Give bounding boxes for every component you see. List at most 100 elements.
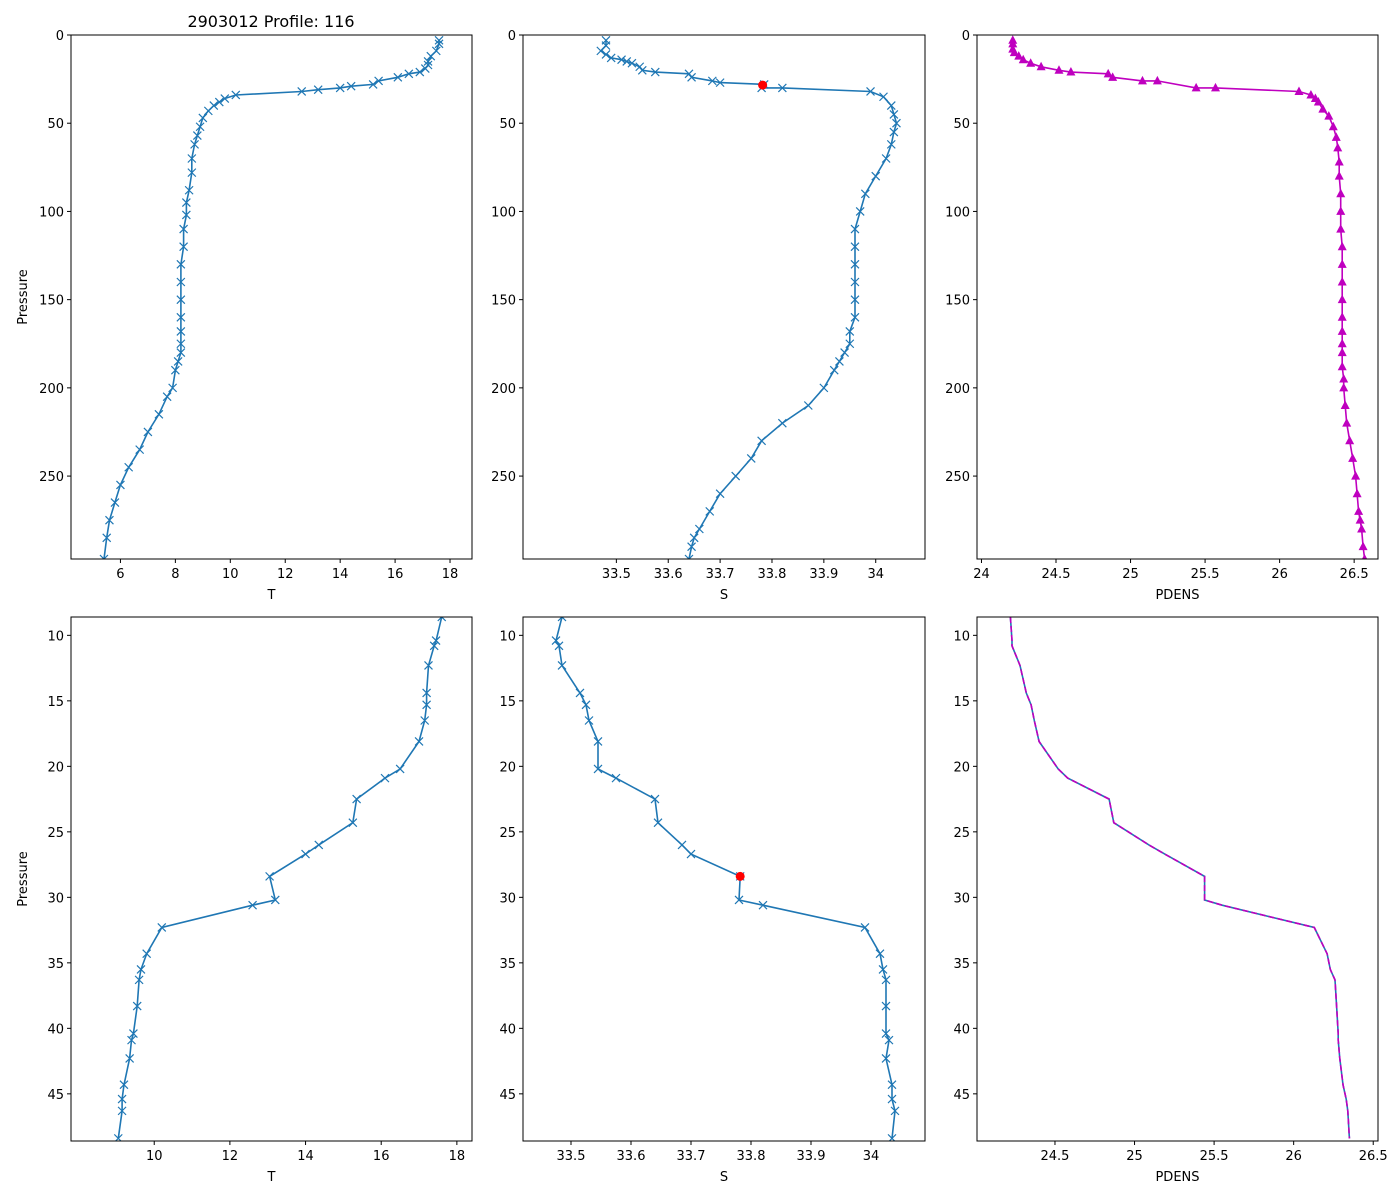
x-tick-label: 26 — [1271, 567, 1288, 582]
y-tick-label: 40 — [47, 1022, 64, 1037]
data-point — [1355, 515, 1365, 524]
x-tick-label: 14 — [297, 1149, 314, 1164]
data-point — [125, 1054, 135, 1063]
x-axis-label: S — [720, 1170, 728, 1185]
axes-frame — [976, 34, 1379, 560]
data-point — [1066, 67, 1076, 76]
x-axis-label: PDENS — [1155, 588, 1199, 603]
data-point — [1345, 435, 1355, 445]
data-point — [1336, 206, 1346, 215]
axes-frame — [522, 34, 926, 560]
series — [596, 35, 901, 559]
data-point — [124, 462, 134, 472]
data-point — [1331, 132, 1341, 141]
data-point — [1108, 72, 1118, 81]
data-point — [176, 312, 186, 322]
data-point — [102, 533, 112, 543]
data-point — [374, 76, 384, 86]
data-point — [143, 427, 153, 437]
profile-line-dashed — [1009, 617, 1351, 1139]
panel-top-left: 6 8 10 12 14 16 18 0 50 100 150 200 250 T Pressure — [16, 29, 473, 603]
y-tick-label: 15 — [47, 695, 64, 710]
data-point — [1324, 111, 1334, 120]
data-point — [892, 118, 901, 128]
y-tick-label: 35 — [953, 957, 970, 972]
data-point — [1337, 326, 1347, 335]
profile-line — [1009, 617, 1351, 1139]
x-tick-label: 25 — [1122, 567, 1139, 582]
data-point — [1009, 47, 1019, 57]
y-tick-label: 250 — [945, 470, 970, 485]
data-point — [1351, 471, 1361, 480]
data-point — [113, 1133, 123, 1141]
data-point — [687, 542, 697, 552]
data-point — [694, 524, 704, 534]
data-point — [1137, 75, 1147, 85]
data-point — [1352, 488, 1362, 498]
data-point — [380, 773, 390, 783]
data-point — [420, 716, 430, 725]
data-point — [677, 840, 687, 850]
data-point — [176, 277, 186, 287]
x-tick-label: 34 — [863, 1149, 880, 1164]
y-tick-label: 15 — [953, 695, 970, 710]
data-point — [198, 113, 208, 123]
x-tick-label: 24.5 — [1040, 1149, 1069, 1164]
data-point — [746, 454, 756, 463]
data-point — [352, 794, 362, 804]
data-point — [187, 168, 197, 178]
data-point — [434, 39, 444, 49]
x-axis-label: S — [720, 588, 728, 603]
data-point — [557, 661, 567, 670]
data-point — [686, 849, 696, 859]
data-point — [1054, 65, 1064, 74]
x-tick-label: 34 — [867, 567, 884, 582]
series — [1008, 35, 1368, 559]
panel-top-right: 24 24.5 25 25.5 26 26.5 0 50 100 150 200 250 PDENS — [945, 29, 1379, 603]
data-point — [142, 949, 152, 959]
data-point — [136, 964, 146, 974]
profile-line — [1011, 40, 1366, 559]
data-point — [650, 794, 660, 804]
data-point — [395, 764, 405, 774]
data-point — [850, 224, 860, 234]
data-point — [886, 101, 896, 110]
data-point — [829, 365, 839, 375]
data-point — [860, 923, 870, 932]
data-point — [1361, 554, 1368, 559]
x-axis-label: T — [267, 588, 276, 603]
data-point — [881, 975, 891, 985]
data-point — [715, 489, 725, 499]
y-tick-label: 35 — [47, 957, 64, 972]
y-tick-label: 10 — [499, 629, 516, 644]
data-point — [622, 57, 632, 66]
data-point — [116, 480, 125, 490]
data-point — [1026, 58, 1036, 67]
data-point — [1036, 61, 1046, 71]
data-point — [887, 1133, 897, 1141]
data-point — [132, 1001, 142, 1011]
data-point — [611, 773, 621, 783]
data-point — [866, 87, 875, 96]
x-tick-label: 18 — [442, 567, 459, 582]
y-tick-label: 25 — [47, 826, 64, 841]
y-tick-label: 100 — [491, 205, 516, 220]
data-point — [881, 1029, 891, 1039]
data-point — [1337, 312, 1347, 321]
y-tick-label: 35 — [499, 957, 516, 972]
y-axis-label: Pressure — [16, 269, 31, 325]
data-point — [554, 641, 564, 651]
data-point — [889, 127, 899, 137]
y-tick-label: 150 — [945, 294, 970, 309]
y-tick-label: 50 — [499, 117, 516, 132]
profile-line — [555, 617, 896, 1139]
y-tick-label: 200 — [39, 382, 64, 397]
x-tick-label: 25 — [1126, 1149, 1143, 1164]
x-tick-label: 24.5 — [1042, 567, 1071, 582]
y-tick-label: 50 — [953, 117, 970, 132]
data-point — [195, 122, 205, 132]
highlight-point — [758, 80, 768, 90]
x-tick-label: 26.5 — [1340, 567, 1369, 582]
y-tick-label: 45 — [47, 1088, 64, 1103]
data-point — [154, 409, 164, 419]
